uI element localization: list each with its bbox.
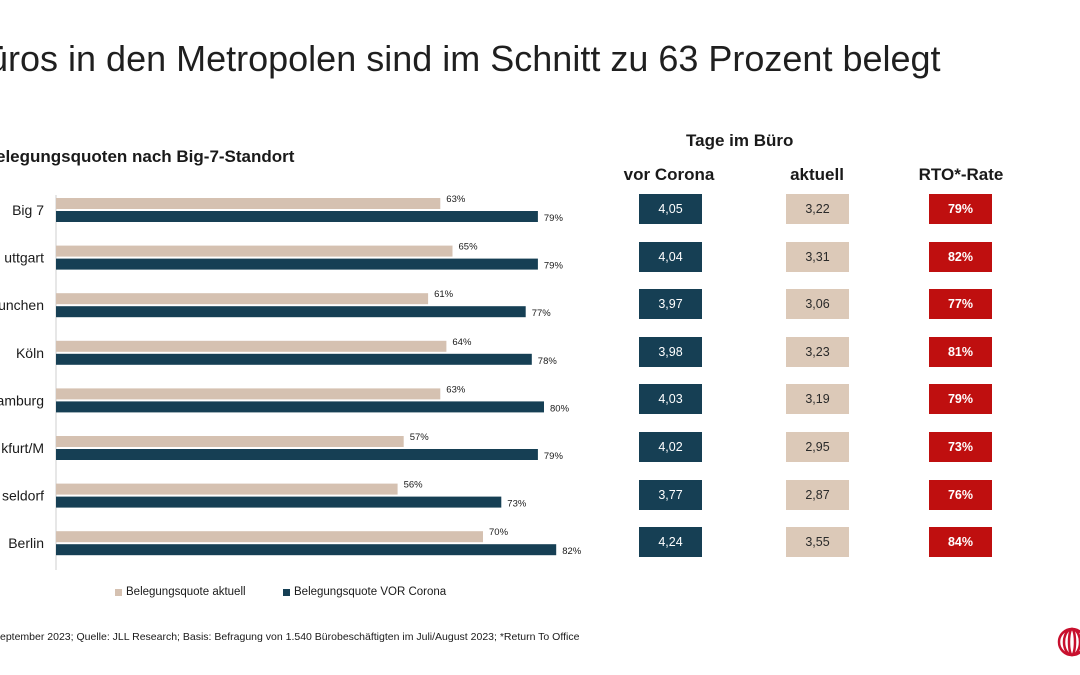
cell-aktuell: 3,55	[786, 527, 849, 558]
cell-rto-rate: 81%	[929, 336, 992, 367]
legend-swatch-vor-corona	[283, 588, 290, 596]
bar-aktuell	[56, 483, 398, 495]
bar-vor-corona	[56, 449, 538, 460]
data-label-aktuell: 64%	[452, 337, 472, 348]
bar-vor-corona	[56, 401, 544, 413]
data-label-vor-corona: 79%	[544, 213, 564, 224]
data-label-vor-corona: 77%	[532, 308, 552, 319]
footnote: eptember 2023; Quelle: JLL Research; Bas…	[0, 631, 580, 643]
data-label-aktuell: 56%	[404, 480, 424, 491]
category-label: Big 7	[12, 202, 44, 218]
bar-vor-corona	[56, 353, 532, 365]
column-header-rto-rate: RTO*-Rate	[918, 165, 1004, 184]
bar-vor-corona	[56, 258, 538, 270]
category-label: kfurt/M	[1, 440, 44, 456]
cell-aktuell: 3,19	[786, 384, 849, 415]
table-title: Tage im Büro	[686, 131, 794, 150]
page-title: üros in den Metropolen sind im Schnitt z…	[0, 38, 941, 79]
cell-aktuell: 2,87	[786, 479, 849, 510]
cell-aktuell: 3,22	[786, 194, 849, 224]
cell-rto-rate: 79%	[929, 194, 992, 224]
bar-aktuell	[56, 436, 404, 447]
cell-rto-rate: 79%	[929, 384, 992, 415]
cell-aktuell: 3,23	[786, 336, 849, 367]
legend-label-vor-corona: Belegungsquote VOR Corona	[294, 586, 447, 598]
category-label: Berlin	[8, 535, 44, 551]
cell-vor-corona: 4,05	[639, 194, 702, 224]
data-label-aktuell: 63%	[446, 194, 466, 205]
data-label-vor-corona: 79%	[544, 451, 564, 462]
cell-vor-corona: 3,98	[639, 336, 702, 367]
data-label-vor-corona: 73%	[507, 499, 527, 510]
data-label-vor-corona: 80%	[550, 403, 570, 414]
bar-aktuell	[56, 340, 447, 352]
legend-label-aktuell: Belegungsquote aktuell	[126, 586, 246, 598]
category-label: uttgart	[4, 250, 44, 266]
legend-item-vor-corona: Belegungsquote VOR Corona	[283, 586, 446, 598]
category-label: seldorf	[2, 488, 44, 504]
cell-rto-rate: 76%	[929, 479, 992, 510]
data-label-aktuell: 63%	[446, 384, 466, 395]
cell-aktuell: 3,06	[786, 289, 849, 320]
bar-vor-corona	[56, 211, 538, 222]
bar-aktuell	[56, 293, 429, 305]
column-header-aktuell: aktuell	[790, 165, 844, 184]
data-label-vor-corona: 82%	[562, 546, 582, 557]
bar-aktuell	[56, 245, 453, 257]
cell-rto-rate: 77%	[929, 289, 992, 320]
cell-vor-corona: 3,97	[639, 289, 702, 320]
bar-vor-corona	[56, 544, 557, 556]
bar-chart: Big 7 63% 79% uttgart 65% 79% unchen 61% 77% Köln…	[0, 194, 582, 570]
data-label-aktuell: 57%	[410, 432, 430, 443]
cell-vor-corona: 4,24	[639, 527, 702, 558]
bar-aktuell	[56, 531, 483, 543]
cell-vor-corona: 4,03	[639, 384, 702, 415]
category-label: amburg	[0, 392, 44, 408]
cell-aktuell: 3,31	[786, 241, 849, 272]
chart-title: elegungsquoten nach Big-7-Standort	[0, 147, 295, 166]
legend-swatch-aktuell	[115, 588, 122, 596]
legend-item-aktuell: Belegungsquote aktuell	[115, 586, 246, 598]
bar-aktuell	[56, 388, 441, 400]
cell-vor-corona: 4,04	[639, 241, 702, 272]
cell-vor-corona: 4,02	[639, 432, 702, 462]
cell-aktuell: 2,95	[786, 432, 849, 462]
data-label-aktuell: 65%	[459, 242, 479, 253]
data-label-aktuell: 70%	[489, 527, 509, 538]
category-label: unchen	[0, 297, 44, 313]
data-label-vor-corona: 79%	[544, 261, 564, 272]
bar-vor-corona	[56, 306, 526, 318]
data-label-aktuell: 61%	[434, 289, 454, 300]
jll-logo-icon	[1057, 627, 1080, 657]
cell-vor-corona: 3,77	[639, 479, 702, 510]
bar-vor-corona	[56, 496, 502, 508]
column-header-vor-corona: vor Corona	[623, 165, 715, 184]
cell-rto-rate: 73%	[929, 432, 992, 462]
category-label: Köln	[16, 345, 44, 361]
bar-aktuell	[56, 198, 441, 209]
data-label-vor-corona: 78%	[538, 356, 558, 367]
cell-rto-rate: 82%	[929, 241, 992, 272]
cell-rto-rate: 84%	[929, 527, 992, 558]
